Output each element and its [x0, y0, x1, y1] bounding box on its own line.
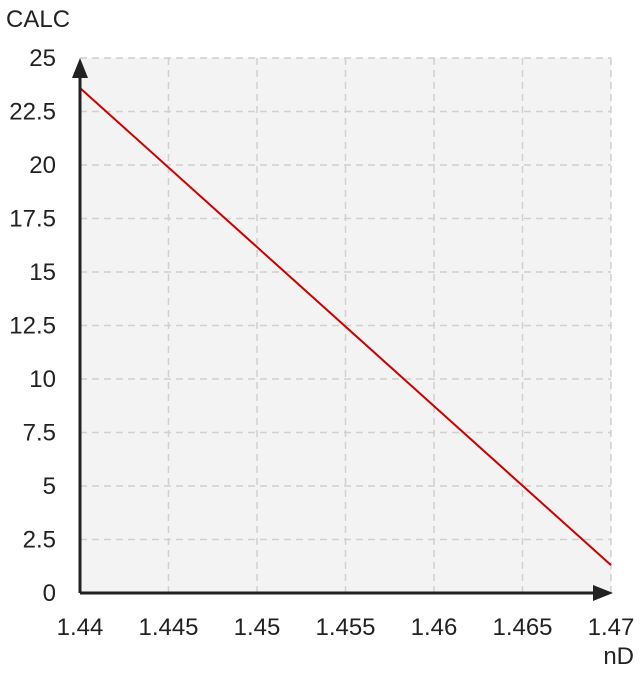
- y-tick-label: 0: [43, 580, 56, 607]
- x-axis-arrow: [593, 585, 613, 601]
- y-tick-label: 2.5: [23, 527, 56, 554]
- series-layer: [79, 87, 612, 566]
- axes: [72, 58, 613, 601]
- x-tick-label: 1.445: [138, 614, 198, 641]
- x-tick-label: 1.47: [588, 614, 635, 641]
- x-tick-label: 1.46: [411, 614, 458, 641]
- y-tick-label: 10: [29, 366, 56, 393]
- x-axis-title: nD: [603, 643, 634, 670]
- y-axis-arrow: [72, 58, 88, 78]
- x-tick-label: 1.465: [492, 614, 552, 641]
- y-axis-title: CALC: [6, 6, 70, 33]
- y-tick-label: 5: [43, 473, 56, 500]
- y-tick-label: 7.5: [23, 420, 56, 447]
- y-tick-label: 17.5: [9, 206, 56, 233]
- y-tick-label: 15: [29, 259, 56, 286]
- y-tick-label: 22.5: [9, 99, 56, 126]
- x-tick-label: 1.45: [234, 614, 281, 641]
- x-tick-label: 1.44: [57, 614, 104, 641]
- y-tick-labels: 0 2.5 5 7.5 10 12.5 15 17.5 20 22.5 25: [9, 45, 56, 607]
- x-tick-labels: 1.44 1.445 1.45 1.455 1.46 1.465 1.47: [57, 614, 635, 641]
- y-tick-label: 25: [29, 45, 56, 72]
- y-tick-label: 12.5: [9, 313, 56, 340]
- series-line: [79, 87, 612, 566]
- y-tick-label: 20: [29, 152, 56, 179]
- x-tick-label: 1.455: [315, 614, 375, 641]
